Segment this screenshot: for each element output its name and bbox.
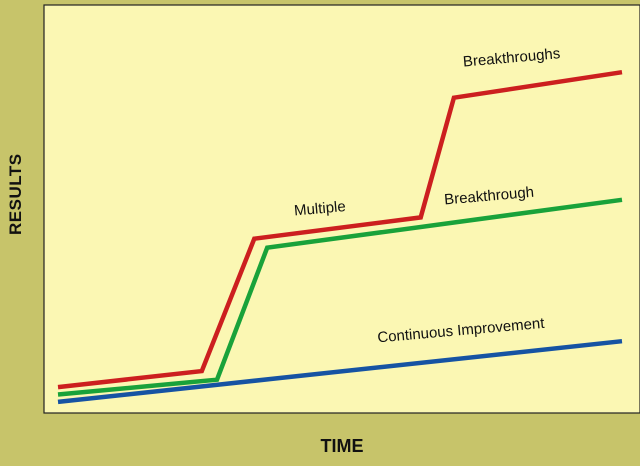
series-line-3	[57, 338, 623, 405]
series-line-1	[57, 69, 623, 390]
annotation-label: Multiple	[293, 198, 346, 219]
y-axis-label: RESULTS	[6, 153, 25, 235]
x-axis-label: TIME	[320, 436, 364, 456]
series-layer	[57, 69, 623, 405]
series-line-2	[57, 197, 623, 397]
